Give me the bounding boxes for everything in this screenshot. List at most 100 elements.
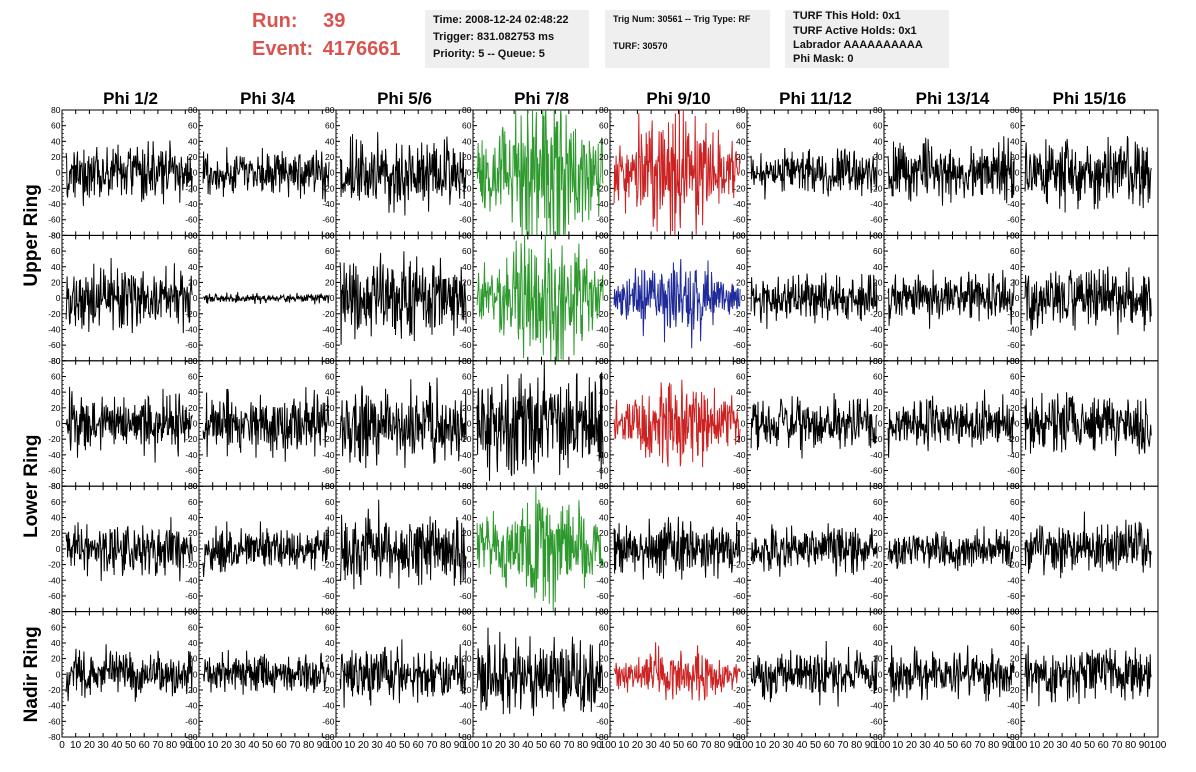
- x-tick-label: 100: [1011, 740, 1028, 751]
- y-tick-label: 60: [736, 497, 746, 507]
- y-tick-label: 60: [873, 497, 883, 507]
- y-tick-label: -20: [322, 183, 335, 193]
- y-tick-label: -20: [48, 309, 61, 319]
- y-tick-label: 20: [188, 152, 198, 162]
- waveform-trace: [1024, 392, 1152, 457]
- y-tick-label: -40: [870, 701, 883, 711]
- y-tick-label: 80: [51, 230, 61, 240]
- y-tick-label: -80: [596, 732, 609, 742]
- x-tick-label: 90: [1002, 740, 1014, 751]
- y-tick-label: 20: [736, 528, 746, 538]
- x-tick-label: 80: [851, 740, 863, 751]
- column-title: Phi 7/8: [514, 89, 569, 108]
- x-tick-label: 50: [810, 740, 822, 751]
- x-tick-label: 90: [728, 740, 740, 751]
- y-tick-label: 80: [736, 607, 746, 617]
- y-tick-label: 0: [604, 419, 609, 429]
- y-tick-label: 60: [51, 246, 61, 256]
- y-tick-label: 60: [599, 497, 609, 507]
- y-tick-label: -20: [322, 685, 335, 695]
- y-tick-label: 60: [462, 371, 472, 381]
- y-tick-label: 80: [51, 607, 61, 617]
- waveform-trace: [613, 258, 741, 349]
- time-text: Time: 2008-12-24 02:48:22: [433, 14, 569, 26]
- y-tick-label: 80: [599, 481, 609, 491]
- run-value: 39: [323, 10, 346, 32]
- phi-mask-text: Phi Mask: 0: [793, 53, 854, 65]
- y-tick-label: 40: [1010, 262, 1020, 272]
- waveform-trace: [1024, 266, 1152, 336]
- event-label: Event:: [252, 38, 314, 60]
- panel-frame: [472, 485, 611, 613]
- y-tick-label: -60: [596, 466, 609, 476]
- x-tick-label: 70: [289, 740, 301, 751]
- x-tick-label: 40: [933, 740, 945, 751]
- y-tick-label: 20: [325, 654, 335, 664]
- y-tick-label: -20: [459, 309, 472, 319]
- y-tick-label: 40: [873, 387, 883, 397]
- y-tick-label: 40: [736, 387, 746, 397]
- waveform-trace: [476, 627, 604, 716]
- x-tick-label: 50: [947, 740, 959, 751]
- turf-text: TURF: 30570: [613, 41, 668, 51]
- y-tick-label: 0: [604, 669, 609, 679]
- y-tick-label: -40: [322, 324, 335, 334]
- y-tick-label: 0: [467, 544, 472, 554]
- x-tick-label: 70: [700, 740, 712, 751]
- y-tick-label: 20: [1010, 277, 1020, 287]
- y-tick-label: 80: [325, 607, 335, 617]
- y-tick-label: -40: [596, 701, 609, 711]
- y-tick-label: 20: [1010, 528, 1020, 538]
- x-tick-label: 80: [577, 740, 589, 751]
- y-tick-label: 40: [873, 513, 883, 523]
- x-tick-label: 60: [550, 740, 562, 751]
- x-tick-label: 100: [1150, 740, 1167, 751]
- y-tick-label: 60: [1010, 371, 1020, 381]
- y-tick-label: -20: [185, 560, 198, 570]
- y-tick-label: 0: [467, 293, 472, 303]
- x-tick-label: 10: [892, 740, 904, 751]
- y-tick-label: -80: [733, 732, 746, 742]
- waveform-trace: [202, 521, 330, 578]
- y-tick-label: 0: [604, 168, 609, 178]
- column-title: Phi 13/14: [916, 89, 990, 108]
- waveform-trace: [1024, 511, 1152, 579]
- y-tick-label: 80: [599, 105, 609, 115]
- y-tick-label: -20: [1007, 685, 1020, 695]
- y-tick-label: 0: [467, 168, 472, 178]
- run-event-box: Run: 39 Event: 4176661: [252, 10, 422, 66]
- y-tick-label: 20: [325, 152, 335, 162]
- x-tick-label: 30: [235, 740, 247, 751]
- y-tick-label: -20: [733, 560, 746, 570]
- waveform-trace: [65, 140, 193, 206]
- y-tick-label: 0: [878, 168, 883, 178]
- y-tick-label: -80: [185, 732, 198, 742]
- x-tick-label: 80: [714, 740, 726, 751]
- y-tick-label: 0: [467, 669, 472, 679]
- y-tick-label: 60: [325, 371, 335, 381]
- y-tick-label: -40: [48, 701, 61, 711]
- y-tick-label: 20: [1010, 403, 1020, 413]
- y-tick-label: -60: [459, 215, 472, 225]
- x-tick-label: 40: [111, 740, 123, 751]
- y-tick-label: 20: [462, 152, 472, 162]
- y-tick-label: 20: [462, 654, 472, 664]
- waveform-trace: [613, 109, 741, 236]
- y-tick-label: 40: [51, 136, 61, 146]
- x-tick-label: 40: [385, 740, 397, 751]
- y-tick-label: -20: [185, 685, 198, 695]
- y-tick-label: -60: [596, 716, 609, 726]
- waveform-trace: [750, 640, 878, 707]
- y-tick-label: 60: [462, 121, 472, 131]
- y-tick-label: 60: [736, 371, 746, 381]
- waveform-trace: [65, 386, 193, 463]
- y-tick-label: -40: [459, 324, 472, 334]
- y-tick-label: 20: [1010, 654, 1020, 664]
